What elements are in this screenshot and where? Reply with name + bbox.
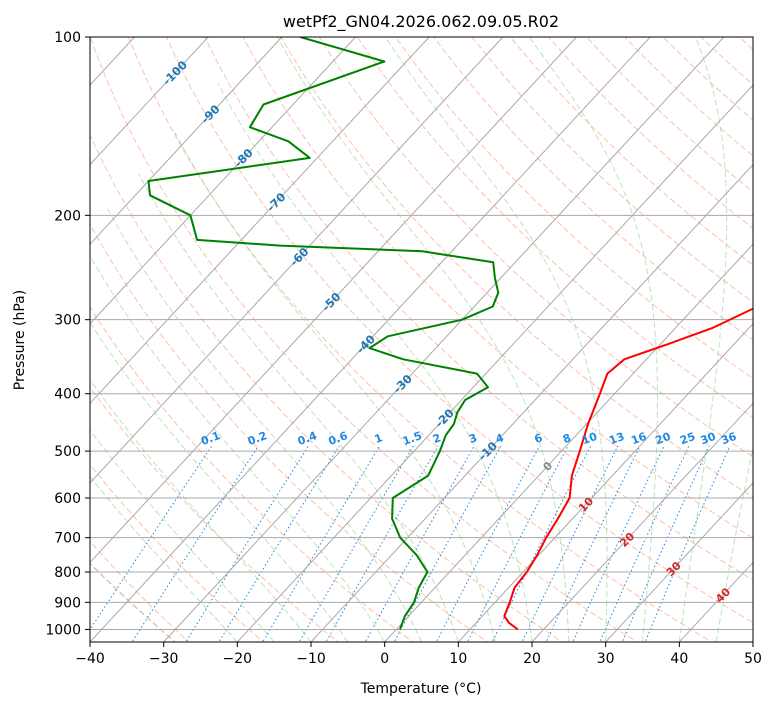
mixing-ratio-label: 1: [373, 431, 385, 446]
isotherm-line: [0, 37, 61, 642]
x-tick-label: −10: [296, 651, 326, 667]
x-axis-label: Temperature (°C): [360, 681, 482, 697]
mixing-ratio-line: [262, 445, 381, 642]
x-tick-label: 0: [380, 651, 389, 667]
mixing-ratio-label: 0.4: [296, 429, 319, 448]
mixing-ratio-label: 36: [719, 430, 738, 448]
moist-adiabat-line: [715, 444, 753, 642]
isotherm-line: [384, 243, 753, 642]
moist-adiabat-line: [90, 321, 349, 642]
mixing-ratio-label: 20: [654, 430, 673, 448]
grid-layer: [0, 37, 753, 642]
mixing-ratio-label: 0.6: [327, 429, 350, 448]
mixing-ratio-line: [521, 445, 619, 642]
dry-adiabat-line: [280, 37, 753, 498]
y-tick-label: 600: [54, 491, 81, 507]
mixing-ratio-label: 0.1: [199, 429, 222, 448]
mixing-ratio-line: [218, 445, 340, 642]
y-axis-label: Pressure (hPa): [12, 290, 28, 390]
isotherm-line: [90, 37, 209, 166]
mixing-ratio-line: [325, 445, 439, 642]
mixing-ratio-label: 4: [494, 431, 506, 446]
moist-adiabat-line: [528, 37, 658, 642]
axis-layer: −40 −30 −20 −10 0 10 20 30 40 5010020030040050060…: [45, 30, 762, 667]
temperature-series: [503, 307, 753, 631]
moist-adiabat-line: [90, 429, 275, 642]
mixing-ratio-label: 16: [629, 430, 648, 448]
moist-adiabat-line: [217, 83, 533, 642]
isotherm-line: [163, 37, 725, 642]
mixing-ratio-label: 0.2: [246, 429, 269, 448]
y-tick-label: 900: [54, 595, 81, 611]
x-tick-label: −30: [149, 651, 179, 667]
dry-adiabat-line: [90, 223, 489, 642]
mixing-ratio-label: 30: [699, 430, 718, 448]
isotherm-line: [457, 323, 753, 642]
x-tick-label: 10: [449, 651, 467, 667]
chart-title: wetPf2_GN04.2026.062.09.05.R02: [283, 12, 559, 32]
mixing-ratio-line: [90, 445, 213, 631]
mixing-ratio-label: 1.5: [401, 429, 424, 448]
mixing-ratio-line: [131, 445, 259, 642]
isotherm-line: [90, 37, 504, 484]
y-tick-label: 700: [54, 531, 81, 547]
isotherm-line: [605, 482, 753, 642]
mixing-ratio-label: 3: [467, 431, 479, 446]
x-tick-label: −40: [75, 651, 105, 667]
x-tick-label: 30: [597, 651, 615, 667]
y-tick-label: 400: [54, 387, 81, 403]
mixing-ratio-label: 13: [607, 430, 626, 447]
isotherm-line: [90, 37, 283, 245]
y-tick-label: 300: [54, 313, 81, 329]
mixing-ratio-label: 6: [533, 431, 545, 446]
plot-background: [90, 37, 753, 642]
dry-adiabat-line: [471, 37, 753, 303]
dewpoint-series: [147, 37, 500, 630]
isotherm-line: [90, 37, 356, 325]
dry-adiabat-line: [356, 37, 753, 418]
mixing-ratio-line: [545, 445, 641, 642]
mixing-ratio-line: [435, 445, 541, 642]
x-tick-label: 40: [670, 651, 688, 667]
isotherm-line: [236, 84, 753, 642]
mixing-ratio-line: [572, 445, 665, 642]
x-tick-label: −20: [223, 651, 253, 667]
moist-adiabat-line: [90, 378, 312, 642]
y-tick-label: 500: [54, 444, 81, 460]
plot-frame: [89, 36, 754, 643]
dry-adiabat-line: [242, 37, 753, 539]
isotherm-line: [90, 37, 430, 405]
isotherm-line: [90, 37, 651, 642]
x-tick-label: 50: [744, 651, 762, 667]
x-tick-label: 20: [523, 651, 541, 667]
mixing-ratio-label: 8: [561, 431, 573, 446]
moist-adiabat-line: [678, 37, 728, 642]
mixing-ratio-line: [185, 445, 309, 642]
moist-adiabat-line: [138, 173, 459, 642]
y-tick-label: 100: [54, 30, 81, 46]
mixing-ratio-label: 2: [431, 431, 443, 446]
y-tick-label: 800: [54, 565, 81, 581]
isotherm-line: [531, 402, 753, 642]
y-tick-label: 1000: [45, 622, 81, 638]
moist-adiabat-line: [276, 37, 570, 642]
series-layer: [147, 37, 753, 631]
mixing-ratio-label: 10: [580, 430, 599, 448]
mixing-ratio-line: [298, 445, 414, 642]
y-tick-label: 200: [54, 208, 81, 224]
moist-adiabat-line: [90, 254, 386, 642]
moist-adiabat-line: [384, 37, 608, 642]
dry-adiabat-line: [395, 37, 753, 380]
isotherm-line: [752, 641, 753, 642]
isotherm-line: [90, 37, 577, 564]
mixing-ratio-label: 25: [678, 430, 697, 447]
mixing-ratio-line: [599, 445, 690, 642]
